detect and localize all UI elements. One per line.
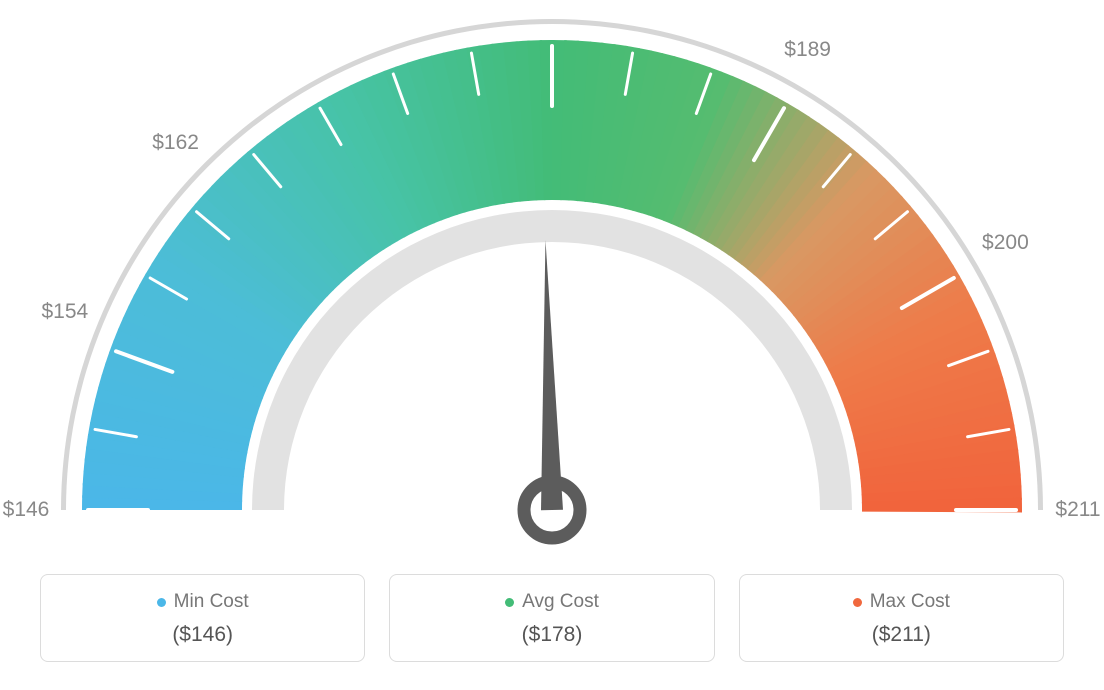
max-cost-card: Max Cost ($211) bbox=[739, 574, 1064, 662]
gauge-tick-label: $189 bbox=[784, 38, 831, 62]
min-cost-card: Min Cost ($146) bbox=[40, 574, 365, 662]
max-label: Max Cost bbox=[870, 591, 950, 613]
min-dot bbox=[157, 598, 166, 607]
max-dot bbox=[853, 598, 862, 607]
avg-dot bbox=[505, 598, 514, 607]
cost-cards: Min Cost ($146) Avg Cost ($178) Max Cost… bbox=[40, 574, 1064, 662]
gauge-tick-label: $178 bbox=[516, 0, 563, 2]
avg-label: Avg Cost bbox=[522, 591, 599, 613]
avg-cost-card: Avg Cost ($178) bbox=[389, 574, 714, 662]
gauge-tick-label: $200 bbox=[982, 231, 1029, 255]
max-value: ($211) bbox=[760, 623, 1043, 647]
min-label: Min Cost bbox=[174, 591, 249, 613]
gauge-tick-label: $146 bbox=[3, 498, 50, 522]
gauge-tick-label: $162 bbox=[152, 131, 199, 155]
gauge-chart: $146 $154 $162 $178 $189 $200 $211 bbox=[0, 0, 1104, 560]
avg-value: ($178) bbox=[410, 623, 693, 647]
gauge-tick-label: $154 bbox=[41, 300, 88, 324]
gauge-tick-label: $211 bbox=[1055, 498, 1100, 522]
min-value: ($146) bbox=[61, 623, 344, 647]
